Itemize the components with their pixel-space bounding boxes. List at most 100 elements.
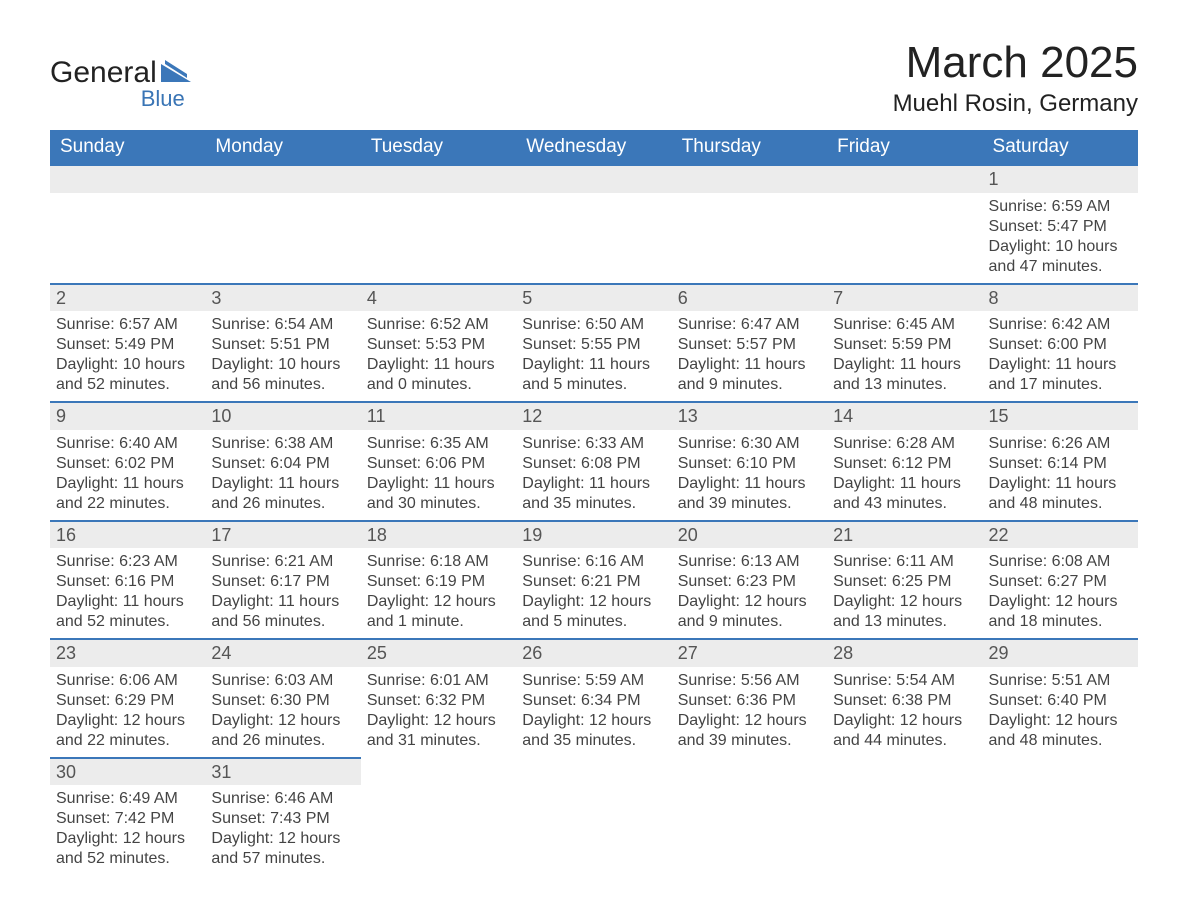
- sunset-line: Sunset: 6:08 PM: [522, 454, 665, 474]
- daylight-line: Daylight: 11 hours: [367, 355, 510, 375]
- calendar-cell: 10Sunrise: 6:38 AMSunset: 6:04 PMDayligh…: [205, 401, 360, 520]
- sunrise-line: Sunrise: 6:18 AM: [367, 552, 510, 572]
- daylight-line: Daylight: 11 hours: [56, 474, 199, 494]
- day-number: [361, 164, 516, 193]
- sunrise-line: Sunrise: 6:46 AM: [211, 789, 354, 809]
- sunset-line: Sunset: 6:40 PM: [989, 691, 1132, 711]
- calendar-week: 23Sunrise: 6:06 AMSunset: 6:29 PMDayligh…: [50, 638, 1138, 757]
- calendar-cell-empty: [361, 164, 516, 283]
- daylight-line: Daylight: 12 hours: [367, 711, 510, 731]
- daylight-line: Daylight: 11 hours: [522, 474, 665, 494]
- calendar-cell-empty: [361, 757, 516, 876]
- calendar-cell: 30Sunrise: 6:49 AMSunset: 7:42 PMDayligh…: [50, 757, 205, 876]
- daylight-line: and 18 minutes.: [989, 612, 1132, 632]
- daylight-line: Daylight: 12 hours: [522, 711, 665, 731]
- sunrise-line: Sunrise: 6:06 AM: [56, 671, 199, 691]
- daylight-line: and 52 minutes.: [56, 612, 199, 632]
- sunset-line: Sunset: 6:19 PM: [367, 572, 510, 592]
- daylight-line: Daylight: 11 hours: [522, 355, 665, 375]
- daylight-line: Daylight: 11 hours: [833, 355, 976, 375]
- sunrise-line: Sunrise: 6:08 AM: [989, 552, 1132, 572]
- day-number: 1: [983, 164, 1138, 193]
- day-number: 13: [672, 401, 827, 430]
- sunset-line: Sunset: 5:59 PM: [833, 335, 976, 355]
- sunrise-line: Sunrise: 6:45 AM: [833, 315, 976, 335]
- day-header-cell: Thursday: [672, 130, 827, 164]
- day-number: 23: [50, 638, 205, 667]
- daylight-line: and 0 minutes.: [367, 375, 510, 395]
- calendar-cell-empty: [50, 164, 205, 283]
- calendar-day-header: Sunday Monday Tuesday Wednesday Thursday…: [50, 130, 1138, 164]
- day-number: 6: [672, 283, 827, 312]
- day-number: [50, 164, 205, 193]
- day-number: [516, 164, 671, 193]
- daylight-line: Daylight: 11 hours: [989, 474, 1132, 494]
- day-number: 7: [827, 283, 982, 312]
- day-number: 17: [205, 520, 360, 549]
- sunset-line: Sunset: 6:02 PM: [56, 454, 199, 474]
- calendar-cell: 20Sunrise: 6:13 AMSunset: 6:23 PMDayligh…: [672, 520, 827, 639]
- day-number: 2: [50, 283, 205, 312]
- sunrise-line: Sunrise: 6:59 AM: [989, 197, 1132, 217]
- day-number: 25: [361, 638, 516, 667]
- daylight-line: and 35 minutes.: [522, 731, 665, 751]
- daylight-line: and 52 minutes.: [56, 375, 199, 395]
- daylight-line: Daylight: 11 hours: [989, 355, 1132, 375]
- sunrise-line: Sunrise: 6:38 AM: [211, 434, 354, 454]
- sunrise-line: Sunrise: 6:16 AM: [522, 552, 665, 572]
- calendar-cell: 2Sunrise: 6:57 AMSunset: 5:49 PMDaylight…: [50, 283, 205, 402]
- calendar-cell: 17Sunrise: 6:21 AMSunset: 6:17 PMDayligh…: [205, 520, 360, 639]
- day-number: 31: [205, 757, 360, 786]
- daylight-line: and 56 minutes.: [211, 612, 354, 632]
- sunrise-line: Sunrise: 6:11 AM: [833, 552, 976, 572]
- daylight-line: Daylight: 11 hours: [211, 592, 354, 612]
- sunset-line: Sunset: 5:47 PM: [989, 217, 1132, 237]
- sunrise-line: Sunrise: 6:26 AM: [989, 434, 1132, 454]
- month-title: March 2025: [893, 40, 1138, 86]
- day-number: 15: [983, 401, 1138, 430]
- daylight-line: and 1 minute.: [367, 612, 510, 632]
- day-number: 22: [983, 520, 1138, 549]
- daylight-line: and 39 minutes.: [678, 494, 821, 514]
- daylight-line: Daylight: 12 hours: [833, 592, 976, 612]
- day-number: 24: [205, 638, 360, 667]
- location-subtitle: Muehl Rosin, Germany: [893, 90, 1138, 118]
- daylight-line: Daylight: 11 hours: [678, 355, 821, 375]
- calendar-cell: 8Sunrise: 6:42 AMSunset: 6:00 PMDaylight…: [983, 283, 1138, 402]
- sunset-line: Sunset: 6:27 PM: [989, 572, 1132, 592]
- day-number: 8: [983, 283, 1138, 312]
- sunrise-line: Sunrise: 6:21 AM: [211, 552, 354, 572]
- daylight-line: and 57 minutes.: [211, 849, 354, 869]
- daylight-line: Daylight: 12 hours: [56, 711, 199, 731]
- sunrise-line: Sunrise: 6:42 AM: [989, 315, 1132, 335]
- daylight-line: Daylight: 11 hours: [56, 592, 199, 612]
- calendar-cell: 18Sunrise: 6:18 AMSunset: 6:19 PMDayligh…: [361, 520, 516, 639]
- sunset-line: Sunset: 6:10 PM: [678, 454, 821, 474]
- daylight-line: Daylight: 10 hours: [989, 237, 1132, 257]
- day-number: 18: [361, 520, 516, 549]
- sunrise-line: Sunrise: 6:23 AM: [56, 552, 199, 572]
- page-header: General Blue March 2025 Muehl Rosin, Ger…: [50, 40, 1138, 118]
- day-number: 12: [516, 401, 671, 430]
- calendar-week: 16Sunrise: 6:23 AMSunset: 6:16 PMDayligh…: [50, 520, 1138, 639]
- day-number: [983, 757, 1138, 784]
- calendar-cell-empty: [827, 164, 982, 283]
- day-number: 5: [516, 283, 671, 312]
- calendar-cell: 29Sunrise: 5:51 AMSunset: 6:40 PMDayligh…: [983, 638, 1138, 757]
- calendar-cell-empty: [516, 164, 671, 283]
- calendar-cell: 28Sunrise: 5:54 AMSunset: 6:38 PMDayligh…: [827, 638, 982, 757]
- sunset-line: Sunset: 6:30 PM: [211, 691, 354, 711]
- day-number: 27: [672, 638, 827, 667]
- daylight-line: Daylight: 12 hours: [211, 829, 354, 849]
- sunrise-line: Sunrise: 6:13 AM: [678, 552, 821, 572]
- day-number: [516, 757, 671, 784]
- daylight-line: Daylight: 12 hours: [211, 711, 354, 731]
- calendar-cell: 27Sunrise: 5:56 AMSunset: 6:36 PMDayligh…: [672, 638, 827, 757]
- daylight-line: and 48 minutes.: [989, 494, 1132, 514]
- calendar-cell: 13Sunrise: 6:30 AMSunset: 6:10 PMDayligh…: [672, 401, 827, 520]
- brand-logo: General Blue: [50, 58, 191, 118]
- sunset-line: Sunset: 5:57 PM: [678, 335, 821, 355]
- sunrise-line: Sunrise: 5:54 AM: [833, 671, 976, 691]
- calendar-week: 30Sunrise: 6:49 AMSunset: 7:42 PMDayligh…: [50, 757, 1138, 876]
- sunrise-line: Sunrise: 6:47 AM: [678, 315, 821, 335]
